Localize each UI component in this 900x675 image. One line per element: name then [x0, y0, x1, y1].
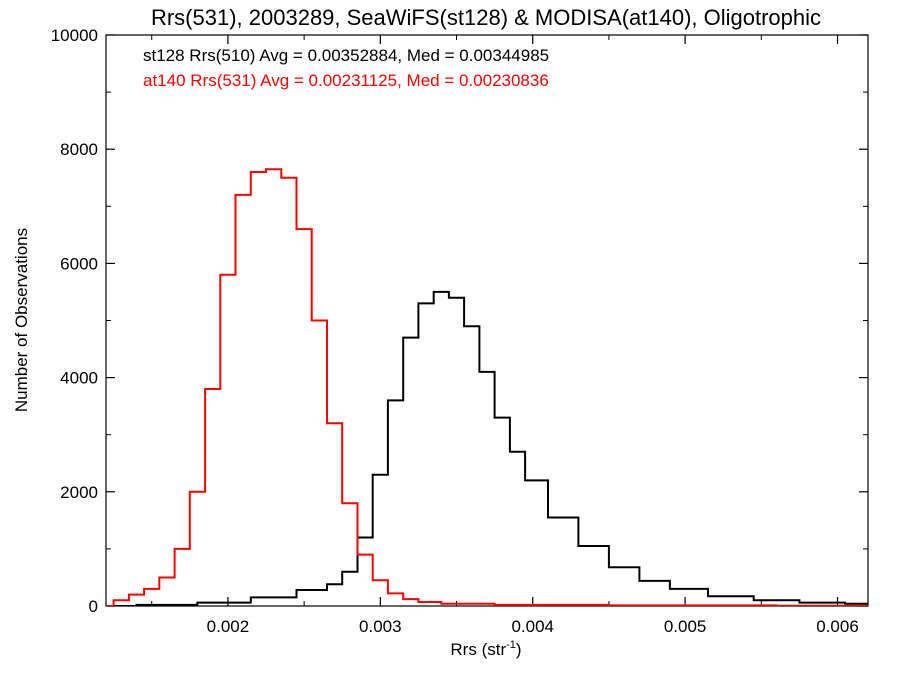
y-axis: 0 2000 4000 6000 8000 10000 [51, 26, 868, 616]
y-tick-label: 2000 [60, 483, 98, 502]
chart-title: Rrs(531), 2003289, SeaWiFS(st128) & MODI… [151, 5, 821, 30]
x-axis-label: Rrs (str-1) [450, 639, 521, 659]
x-axis-label-close: ) [516, 640, 522, 659]
series-layer [106, 168, 868, 606]
series-line-at140 [106, 168, 868, 606]
x-tick-label: 0.004 [511, 617, 554, 636]
legend-entry: at140 Rrs(531) Avg = 0.00231125, Med = 0… [143, 71, 549, 90]
series-line-st128 [106, 290, 868, 606]
legend-entry: st128 Rrs(510) Avg = 0.00352884, Med = 0… [143, 46, 549, 65]
y-axis-label: Number of Observations [12, 228, 31, 412]
x-tick-label: 0.005 [664, 617, 707, 636]
y-tick-label: 8000 [60, 140, 98, 159]
y-tick-label: 6000 [60, 254, 98, 273]
x-tick-label: 0.006 [816, 617, 859, 636]
x-axis-label-superscript: -1 [506, 639, 516, 651]
y-tick-label: 10000 [51, 26, 98, 45]
x-axis: 0.002 0.003 0.004 0.005 0.006 [151, 35, 859, 636]
y-tick-label: 4000 [60, 369, 98, 388]
x-axis-label-main: Rrs (str [450, 640, 506, 659]
x-tick-label: 0.002 [207, 617, 250, 636]
legend: st128 Rrs(510) Avg = 0.00352884, Med = 0… [143, 46, 549, 90]
x-tick-label: 0.003 [359, 617, 402, 636]
y-tick-label: 0 [89, 597, 98, 616]
